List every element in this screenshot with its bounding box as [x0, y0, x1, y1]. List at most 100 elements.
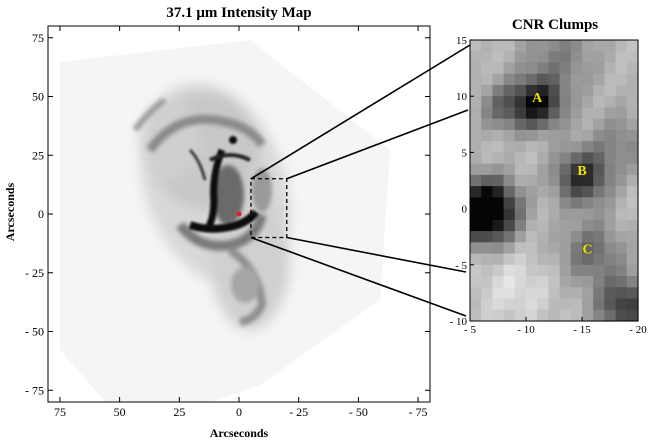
clump-pixel	[481, 174, 493, 187]
clump-pixel	[604, 163, 617, 176]
x-tick-label: - 5	[464, 324, 476, 336]
clump-pixel	[615, 231, 628, 243]
clump-pixel	[626, 298, 639, 311]
clump-pixel	[481, 152, 493, 165]
clump-pixel	[470, 174, 482, 187]
clump-pixel	[548, 118, 561, 131]
x-tick-label: - 75	[409, 405, 428, 419]
clump-pixel	[604, 264, 617, 277]
clump-pixel	[503, 309, 516, 322]
clump-pixel	[593, 231, 605, 243]
clump-pixel	[626, 276, 639, 288]
clump-pixel	[593, 264, 605, 277]
clump-pixel	[559, 242, 572, 255]
clump-pixel	[604, 96, 617, 109]
clump-pixel	[514, 253, 527, 266]
clump-pixel	[570, 152, 583, 165]
clump-pixel	[537, 163, 549, 176]
clump-pixel	[537, 96, 549, 109]
clump-pixel	[514, 276, 527, 288]
clump-pixel	[548, 40, 561, 52]
clump-pixel	[570, 73, 583, 86]
clump-pixel	[559, 219, 572, 232]
x-tick-label: 25	[173, 405, 185, 419]
clump-pixel	[593, 242, 605, 255]
clump-pixel	[626, 197, 639, 210]
clump-pixel	[604, 231, 617, 243]
clump-pixel	[604, 40, 617, 52]
clump-pixel	[570, 141, 583, 153]
right-plot-frame	[469, 39, 639, 322]
clump-pixel	[470, 96, 482, 109]
clump-pixel	[514, 129, 527, 142]
clump-pixel	[514, 197, 527, 210]
clump-pixel	[537, 231, 549, 243]
clump-image	[470, 40, 639, 322]
x-tick-label: 75	[54, 405, 66, 419]
clump-pixel	[537, 73, 549, 86]
clump-pixel	[470, 73, 482, 86]
clump-pixel	[526, 73, 538, 86]
clump-pixel	[548, 253, 561, 266]
clump-pixel	[559, 231, 572, 243]
clump-pixel	[503, 51, 516, 64]
left-ticks: 75 50 25 0 - 25 - 50 - 75 75 50 25 0 - 25 - 50 - 75	[25, 26, 430, 419]
clump-pixel	[570, 287, 583, 300]
clump-pixel	[548, 287, 561, 300]
clump-pixel	[615, 174, 628, 187]
clump-pixel	[492, 231, 505, 243]
clump-pixel	[559, 264, 572, 277]
clump-pixel	[481, 118, 493, 131]
clump-pixel	[604, 51, 617, 64]
clump-pixel	[526, 276, 538, 288]
clump-pixel	[593, 152, 605, 165]
clump-pixel	[503, 298, 516, 311]
clump-pixel	[615, 152, 628, 165]
clump-pixel	[481, 242, 493, 255]
clump-pixel	[559, 118, 572, 131]
clump-pixel	[593, 118, 605, 131]
clump-pixel	[492, 163, 505, 176]
clump-pixel	[470, 62, 482, 75]
clump-pixel	[548, 107, 561, 120]
clump-pixel	[470, 309, 482, 322]
clump-pixel	[582, 208, 594, 221]
clump-pixel	[615, 242, 628, 255]
clump-pixel	[526, 84, 538, 97]
clump-pixel	[593, 107, 605, 120]
clump-pixel	[570, 197, 583, 210]
clump-pixel	[470, 197, 482, 210]
x-tick-label: - 50	[349, 405, 368, 419]
clump-pixel	[526, 287, 538, 300]
clump-pixel	[615, 186, 628, 198]
clump-pixel	[492, 73, 505, 86]
y-tick-label: 0	[462, 204, 468, 216]
clump-pixel	[548, 208, 561, 221]
y-tick-label: 50	[32, 90, 44, 104]
clump-pixel	[526, 40, 538, 52]
clump-pixel	[582, 141, 594, 153]
clump-pixel	[492, 84, 505, 97]
clump-pixel	[537, 276, 549, 288]
center-marker	[236, 211, 242, 217]
clump-pixel	[615, 51, 628, 64]
clump-pixel	[514, 186, 527, 198]
clump-pixel	[559, 62, 572, 75]
clump-pixel	[626, 264, 639, 277]
clump-pixel	[503, 197, 516, 210]
clump-pixel	[582, 242, 594, 255]
clump-pixel	[626, 163, 639, 176]
y-tick-label: 5	[462, 147, 468, 159]
clump-pixel	[526, 208, 538, 221]
clump-pixel	[604, 141, 617, 153]
clump-pixel	[570, 309, 583, 322]
clump-pixel	[626, 62, 639, 75]
clump-pixel	[548, 152, 561, 165]
clump-pixel	[492, 253, 505, 266]
clump-pixel	[470, 163, 482, 176]
clump-pixel	[481, 141, 493, 153]
clump-pixel	[514, 231, 527, 243]
clump-pixel	[537, 208, 549, 221]
clump-pixel	[626, 51, 639, 64]
